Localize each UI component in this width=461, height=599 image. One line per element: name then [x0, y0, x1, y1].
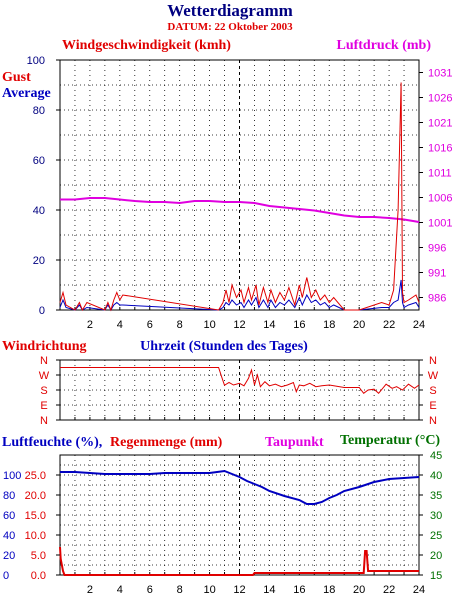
x-tick-label: 14: [263, 584, 275, 596]
diagram-title: Wetterdiagramm: [167, 1, 293, 20]
y-tick-label-left: 60: [33, 155, 45, 167]
x-tick-label: 8: [177, 319, 183, 331]
x-tick-label: 14: [263, 319, 275, 331]
temperature-tick-label: 35: [430, 490, 442, 502]
rain-tick-label: 5.0: [31, 550, 46, 562]
x-tick-label: 8: [177, 584, 183, 596]
x-tick-label: 24: [413, 584, 425, 596]
gust-wind-line: [59, 82, 420, 312]
temperature-tick-label: 20: [430, 550, 442, 562]
x-tick-label: 24: [413, 319, 425, 331]
dewpoint-label: Taupunkt: [265, 435, 324, 450]
x-tick-label: 20: [353, 319, 365, 331]
rain-tick-label: 0.0: [31, 570, 46, 582]
y-tick-label-right: N: [429, 355, 437, 367]
pressure-line: [60, 197, 420, 223]
humidity-chart-ticks: 2 4 6 8 10 12 14 16 18 20 22 240204060801000.05.010…: [3, 450, 442, 596]
direction-chart-grid: [59, 359, 420, 421]
humidity-tick-label: 20: [3, 550, 15, 562]
y-tick-label-right: 1011: [428, 168, 452, 180]
rain-axis-label: Regenmenge (mm): [110, 435, 223, 450]
y-tick-label-right: E: [429, 400, 436, 412]
humidity-tick-label: 0: [3, 570, 9, 582]
x-tick-label: 18: [323, 319, 335, 331]
y-tick-label-right: 1006: [428, 193, 452, 205]
y-tick-label-right: 1021: [428, 118, 452, 130]
humidity-axis-label: Luftfeuchte (%),: [2, 435, 102, 450]
rain-tick-label: 10.0: [25, 530, 46, 542]
x-tick-label: 6: [147, 319, 153, 331]
humidity-line: [60, 469, 420, 505]
wind-chart-ticks: 2 4 6 8 10 12 14 16 18 20 22 2402040608010098699199…: [27, 55, 453, 331]
rain-tick-label: 25.0: [25, 470, 46, 482]
temperature-tick-label: 15: [430, 570, 442, 582]
y-tick-label-left: 80: [33, 105, 45, 117]
x-tick-label: 12: [233, 584, 245, 596]
wind-chart-frame: [59, 59, 420, 311]
y-tick-label-right: 1001: [428, 218, 452, 230]
y-tick-label-left: 20: [33, 255, 45, 267]
direction-chart-ticks: N NW WS SE EN N: [39, 355, 439, 427]
y-tick-label-left: N: [40, 355, 48, 367]
humidity-chart-marks: [59, 469, 420, 576]
y-tick-label-left: 100: [27, 55, 45, 67]
rain-tick-label: 20.0: [25, 490, 46, 502]
y-tick-label-right: 986: [428, 293, 446, 305]
temperature-axis-label: Temperatur (°C): [340, 433, 440, 448]
humidity-tick-label: 60: [3, 510, 15, 522]
pressure-axis-label: Luftdruck (mb): [336, 38, 431, 53]
temperature-tick-label: 40: [430, 470, 442, 482]
temperature-tick-label: 25: [430, 530, 442, 542]
x-tick-label: 10: [203, 584, 215, 596]
humidity-tick-label: 40: [3, 530, 15, 542]
y-tick-label-right: 1016: [428, 143, 452, 155]
y-tick-label-right: S: [429, 385, 436, 397]
temperature-tick-label: 30: [430, 510, 442, 522]
legend-average: Average: [2, 86, 51, 101]
x-tick-label: 4: [117, 319, 123, 331]
y-tick-label-left: E: [40, 400, 47, 412]
y-tick-label-left: W: [39, 370, 50, 382]
x-tick-label: 16: [293, 319, 305, 331]
x-tick-label: 6: [147, 584, 153, 596]
y-tick-label-left: 40: [33, 205, 45, 217]
humidity-tick-label: 100: [3, 470, 21, 482]
x-tick-label: 20: [353, 584, 365, 596]
x-tick-label: 16: [293, 584, 305, 596]
humidity-tick-label: 80: [3, 490, 15, 502]
wind-direction-line: [60, 367, 420, 395]
x-tick-label: 10: [203, 319, 215, 331]
x-tick-label: 12: [233, 319, 245, 331]
x-tick-label: 4: [117, 584, 123, 596]
rain-line: [59, 546, 419, 576]
y-tick-label-left: N: [40, 415, 48, 427]
wind-direction-label: Windrichtung: [2, 339, 87, 354]
wind-chart-marks: [59, 82, 420, 312]
y-tick-label-right: W: [428, 370, 439, 382]
x-tick-label: 22: [383, 584, 395, 596]
x-tick-label: 2: [87, 319, 93, 331]
wind-chart-grid: [59, 59, 420, 311]
y-tick-label-right: 996: [428, 243, 446, 255]
y-tick-label-left: S: [40, 385, 47, 397]
temperature-tick-label: 45: [430, 450, 442, 462]
y-tick-label-right: N: [429, 415, 437, 427]
x-tick-label: 2: [87, 584, 93, 596]
time-axis-label: Uhrzeit (Stunden des Tages): [140, 339, 308, 354]
y-tick-label-right: 991: [428, 268, 446, 280]
y-tick-label-right: 1026: [428, 93, 452, 105]
x-tick-label: 22: [383, 319, 395, 331]
legend-gust: Gust: [2, 70, 31, 85]
y-tick-label-left: 0: [39, 305, 45, 317]
date-label: DATUM: 22 Oktober 2003: [167, 21, 293, 33]
x-tick-label: 18: [323, 584, 335, 596]
wind-speed-axis-label: Windgeschwindigkeit (kmh): [62, 38, 231, 53]
direction-chart-marks: [60, 367, 420, 395]
rain-tick-label: 15.0: [25, 510, 46, 522]
y-tick-label-right: 1031: [428, 68, 452, 80]
